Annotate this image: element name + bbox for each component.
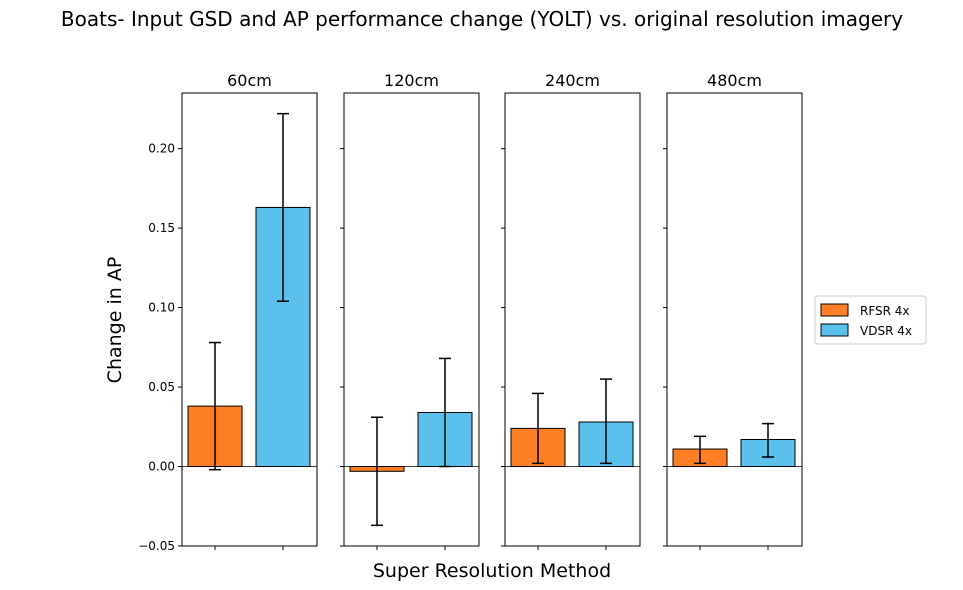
x-axis-label: Super Resolution Method (373, 560, 611, 582)
legend-swatch (820, 303, 849, 317)
y-tick-label: 0.10 (148, 301, 175, 315)
legend: RFSR 4x VDSR 4x (814, 295, 927, 345)
panel-480cm: 480cm (663, 71, 803, 550)
panel-title: 240cm (545, 71, 600, 90)
y-tick-label: 0.15 (148, 221, 175, 235)
panel-title: 480cm (707, 71, 762, 90)
legend-swatch (820, 323, 849, 337)
y-tick-label: 0.00 (148, 460, 175, 474)
y-tick-label: 0.05 (148, 380, 175, 394)
legend-label: RFSR 4x (860, 304, 910, 318)
panel-frame (181, 92, 318, 547)
y-tick-label: 0.20 (148, 142, 175, 156)
panel-title: 120cm (384, 71, 439, 90)
panel-frame (666, 92, 803, 547)
legend-label: VDSR 4x (860, 324, 912, 338)
panel-240cm: 240cm (501, 71, 641, 550)
panel-frame (343, 92, 480, 547)
y-axis-label: Change in AP (104, 257, 126, 384)
panel-title: 60cm (227, 71, 272, 90)
panel-120cm: 120cm (340, 71, 480, 550)
panel-60cm: −0.05 0.00 0.05 0.10 0.15 0.20 60cm (138, 71, 318, 553)
chart-title: Boats- Input GSD and AP performance chan… (61, 7, 903, 31)
panel-frame (504, 92, 641, 547)
y-tick-label: −0.05 (138, 539, 175, 553)
panels: −0.05 0.00 0.05 0.10 0.15 0.20 60cm 120cm 240cm 4… (138, 71, 803, 553)
